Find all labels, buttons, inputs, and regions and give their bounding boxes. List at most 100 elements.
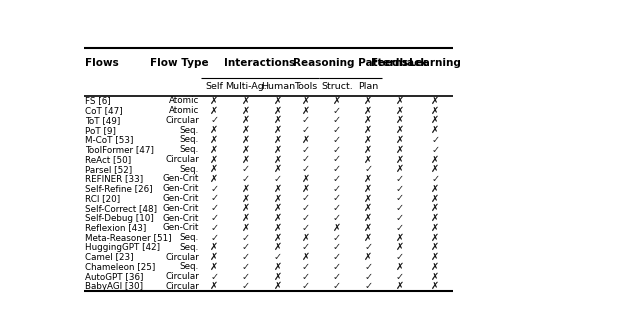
Text: ✗: ✗ — [301, 174, 310, 184]
Text: ✗: ✗ — [274, 271, 282, 282]
Text: ✗: ✗ — [364, 203, 372, 213]
Text: ✗: ✗ — [301, 106, 310, 116]
Text: ✓: ✓ — [301, 155, 310, 164]
Text: ✗: ✗ — [274, 242, 282, 252]
Text: ✗: ✗ — [242, 213, 250, 223]
Text: ✓: ✓ — [211, 223, 218, 233]
Text: ✓: ✓ — [333, 145, 341, 155]
Text: ✗: ✗ — [274, 145, 282, 155]
Text: Self-Correct [48]: Self-Correct [48] — [86, 204, 157, 213]
Text: Chameleon [25]: Chameleon [25] — [86, 262, 156, 271]
Text: ✓: ✓ — [301, 125, 310, 135]
Text: RCI [20]: RCI [20] — [86, 194, 121, 203]
Text: Seq.: Seq. — [180, 233, 199, 242]
Text: ✗: ✗ — [431, 233, 439, 243]
Text: ✗: ✗ — [242, 135, 250, 145]
Text: ✗: ✗ — [301, 233, 310, 243]
Text: ✓: ✓ — [396, 184, 403, 194]
Text: ✗: ✗ — [211, 125, 218, 135]
Text: ✓: ✓ — [301, 194, 310, 204]
Text: ✓: ✓ — [274, 252, 282, 262]
Text: ✓: ✓ — [301, 213, 310, 223]
Text: Gen-Crit: Gen-Crit — [163, 204, 199, 213]
Text: ✓: ✓ — [211, 194, 218, 204]
Text: ✗: ✗ — [431, 223, 439, 233]
Text: ✓: ✓ — [301, 281, 310, 291]
Text: ✗: ✗ — [301, 96, 310, 106]
Text: ✓: ✓ — [274, 174, 282, 184]
Text: ✗: ✗ — [274, 155, 282, 164]
Text: ✓: ✓ — [211, 213, 218, 223]
Text: ✗: ✗ — [242, 115, 250, 125]
Text: ✓: ✓ — [211, 184, 218, 194]
Text: ✓: ✓ — [396, 194, 403, 204]
Text: ✗: ✗ — [431, 213, 439, 223]
Text: REFINER [33]: REFINER [33] — [86, 174, 144, 183]
Text: ✓: ✓ — [333, 155, 341, 164]
Text: Multi-Ag.: Multi-Ag. — [225, 82, 266, 91]
Text: ✓: ✓ — [301, 203, 310, 213]
Text: ✓: ✓ — [333, 184, 341, 194]
Text: ✗: ✗ — [242, 184, 250, 194]
Text: ✗: ✗ — [431, 125, 439, 135]
Text: ✓: ✓ — [242, 252, 250, 262]
Text: ✗: ✗ — [211, 96, 218, 106]
Text: ✗: ✗ — [242, 125, 250, 135]
Text: ✗: ✗ — [274, 106, 282, 116]
Text: ✗: ✗ — [431, 271, 439, 282]
Text: ✗: ✗ — [431, 155, 439, 164]
Text: Flow Type: Flow Type — [150, 58, 209, 68]
Text: Learning: Learning — [409, 58, 461, 68]
Text: AutoGPT [36]: AutoGPT [36] — [86, 272, 144, 281]
Text: ✗: ✗ — [211, 145, 218, 155]
Text: ✗: ✗ — [396, 164, 403, 174]
Text: ✓: ✓ — [333, 125, 341, 135]
Text: ✓: ✓ — [396, 252, 403, 262]
Text: ✓: ✓ — [242, 242, 250, 252]
Text: ✓: ✓ — [333, 115, 341, 125]
Text: ✓: ✓ — [301, 223, 310, 233]
Text: ✓: ✓ — [431, 174, 439, 184]
Text: ✓: ✓ — [396, 213, 403, 223]
Text: ✓: ✓ — [396, 271, 403, 282]
Text: ✓: ✓ — [333, 252, 341, 262]
Text: ✗: ✗ — [242, 203, 250, 213]
Text: ✗: ✗ — [333, 96, 341, 106]
Text: ✓: ✓ — [301, 145, 310, 155]
Text: ✓: ✓ — [333, 213, 341, 223]
Text: ✗: ✗ — [274, 125, 282, 135]
Text: ✓: ✓ — [364, 242, 372, 252]
Text: Gen-Crit: Gen-Crit — [163, 184, 199, 193]
Text: ✓: ✓ — [242, 281, 250, 291]
Text: ✓: ✓ — [396, 203, 403, 213]
Text: Flows: Flows — [86, 58, 119, 68]
Text: CoT [47]: CoT [47] — [86, 106, 124, 115]
Text: ✓: ✓ — [333, 271, 341, 282]
Text: ✗: ✗ — [274, 135, 282, 145]
Text: ✗: ✗ — [211, 262, 218, 272]
Text: ✗: ✗ — [364, 213, 372, 223]
Text: ✗: ✗ — [274, 164, 282, 174]
Text: PoT [9]: PoT [9] — [86, 126, 116, 135]
Text: ✓: ✓ — [333, 106, 341, 116]
Text: ✗: ✗ — [301, 184, 310, 194]
Text: ✓: ✓ — [242, 174, 250, 184]
Text: Plan: Plan — [358, 82, 378, 91]
Text: Circular: Circular — [165, 253, 199, 262]
Text: ✗: ✗ — [364, 125, 372, 135]
Text: ✗: ✗ — [396, 155, 403, 164]
Text: ✗: ✗ — [396, 96, 403, 106]
Text: ✗: ✗ — [364, 145, 372, 155]
Text: Atomic: Atomic — [169, 96, 199, 105]
Text: Gen-Crit: Gen-Crit — [163, 194, 199, 203]
Text: ✗: ✗ — [274, 262, 282, 272]
Text: Gen-Crit: Gen-Crit — [163, 214, 199, 222]
Text: ✗: ✗ — [396, 145, 403, 155]
Text: Self-Refine [26]: Self-Refine [26] — [86, 184, 153, 193]
Text: ✗: ✗ — [364, 184, 372, 194]
Text: ✓: ✓ — [431, 145, 439, 155]
Text: ReAct [50]: ReAct [50] — [86, 155, 132, 164]
Text: Seq.: Seq. — [180, 165, 199, 174]
Text: ✓: ✓ — [301, 164, 310, 174]
Text: ✗: ✗ — [431, 106, 439, 116]
